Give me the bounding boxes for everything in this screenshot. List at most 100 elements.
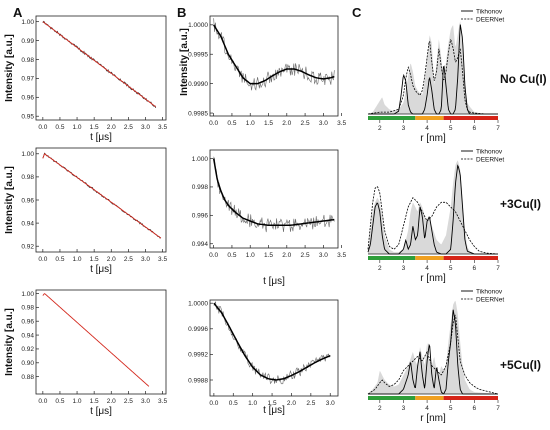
range-bar-green [368, 116, 416, 120]
x-tick-label: 2.0 [107, 256, 116, 263]
y-axis-label: Intensity [a.u.] [179, 28, 190, 96]
fit-line [42, 153, 162, 239]
x-tick-label: 7 [496, 265, 500, 272]
x-tick-label: 0.5 [55, 256, 64, 263]
x-axis-label: t [μs] [90, 264, 112, 275]
plot-frame [209, 15, 339, 117]
x-tick-label: 1.5 [90, 398, 99, 405]
x-tick-label: 3 [402, 265, 406, 272]
x-axis-label: t [μs] [263, 405, 285, 416]
x-tick-label: 2.5 [124, 124, 133, 131]
x-tick-label: 3.5 [158, 398, 167, 405]
x-tick-label: 0.0 [209, 400, 218, 407]
x-tick-label: 3.0 [319, 252, 328, 259]
x-tick-label: 4 [425, 125, 429, 132]
y-tick-label: 0.9988 [188, 377, 208, 384]
legend-deernet-label: DEERNet [476, 16, 504, 23]
range-bar-orange [415, 396, 444, 400]
x-tick-label: 2.0 [107, 124, 116, 131]
deernet-line [367, 186, 499, 255]
y-tick-label: 1.0000 [188, 22, 208, 29]
y-tick-label: 1.0000 [188, 301, 208, 308]
x-tick-label: 3.0 [141, 256, 150, 263]
x-tick-label: 1.5 [264, 252, 273, 259]
y-tick-label: 0.92 [21, 346, 34, 353]
x-tick-label: 3.0 [141, 124, 150, 131]
x-tick-label: 3 [402, 125, 406, 132]
range-bar-orange [415, 116, 444, 120]
legend-tikhonov-label: Tikhonov [476, 8, 503, 15]
y-tick-label: 0.92 [21, 244, 34, 251]
x-tick-label: 4 [425, 265, 429, 272]
x-axis-label: r [nm] [420, 273, 446, 284]
chart-a1: 0.0 0.5 1.0 1.5 2.0 2.5 3.0 3.5 0.95 0.96 0.97 0.98… [4, 15, 167, 143]
x-tick-label: 1.0 [73, 124, 82, 131]
x-tick-label: 1.5 [90, 124, 99, 131]
y-tick-label: 0.98 [21, 57, 34, 64]
x-tick-label: 2.0 [107, 398, 116, 405]
panel-letter-c: C [352, 5, 362, 20]
x-tick-label: 2.0 [282, 252, 291, 259]
y-tick-label: 0.97 [21, 76, 34, 83]
fit-line [42, 293, 150, 387]
panel-letter-b: B [177, 5, 187, 20]
x-tick-label: 1.5 [268, 400, 277, 407]
y-tick-label: 0.994 [192, 241, 209, 248]
x-tick-label: 2.5 [124, 398, 133, 405]
range-bar-red [443, 116, 498, 120]
x-axis-label: r [nm] [420, 133, 446, 144]
y-tick-label: 1.000 [192, 156, 209, 163]
x-tick-label: 2.5 [301, 252, 310, 259]
y-tick-label: 0.88 [21, 374, 34, 381]
x-tick-label: 1.0 [246, 252, 255, 259]
x-tick-label: 3.5 [158, 256, 167, 263]
x-tick-label: 2 [378, 405, 382, 412]
plot-frame [35, 15, 167, 121]
row-label-3cu: +3Cu(I) [500, 197, 542, 211]
chart-b2: 0.0 0.5 1.0 1.5 2.0 2.5 3.0 3.5 0.994 0.996 0.998 1… [192, 149, 347, 287]
row-label-5cu: +5Cu(I) [500, 358, 542, 372]
data-trace [213, 18, 335, 91]
x-tick-label: 5 [449, 405, 453, 412]
x-tick-label: 1.0 [73, 398, 82, 405]
y-tick-label: 0.99 [21, 38, 34, 45]
x-tick-label: 0.5 [55, 124, 64, 131]
x-tick-label: 0.0 [38, 398, 47, 405]
x-tick-label: 0.5 [227, 252, 236, 259]
chart-b1: 0.0 0.5 1.0 1.5 2.0 2.5 3.0 3.5 0.9985 0.9990 0.99… [179, 15, 347, 127]
y-tick-label: 0.9990 [188, 81, 208, 88]
confidence-band [368, 300, 498, 394]
x-tick-label: 2.5 [301, 120, 310, 127]
data-trace [213, 156, 335, 233]
x-tick-label: 1.0 [248, 400, 257, 407]
fit-line [213, 24, 335, 85]
x-axis-label: t [μs] [90, 132, 112, 143]
chart-b3: 0.0 0.5 1.0 1.5 2.0 2.5 3.0 0.9988 0.9992 0.9996 1… [188, 299, 339, 416]
y-tick-label: 0.996 [192, 213, 209, 220]
legend-tikhonov-label: Tikhonov [476, 148, 503, 155]
y-tick-label: 0.96 [21, 197, 34, 204]
y-tick-label: 0.90 [21, 360, 34, 367]
x-tick-label: 2 [378, 125, 382, 132]
y-tick-label: 0.9985 [188, 110, 208, 117]
y-axis-label: Intensity [a.u.] [4, 308, 15, 376]
x-tick-label: 2 [378, 265, 382, 272]
x-tick-label: 2.0 [282, 120, 291, 127]
x-tick-label: 6 [473, 265, 477, 272]
y-tick-label: 0.96 [21, 95, 34, 102]
x-tick-label: 0.5 [55, 398, 64, 405]
x-tick-label: 6 [473, 125, 477, 132]
y-tick-label: 0.9995 [188, 52, 208, 59]
plot-frame [209, 149, 339, 249]
x-tick-label: 3.0 [141, 398, 150, 405]
y-tick-label: 1.00 [21, 291, 34, 298]
x-tick-label: 0.5 [229, 400, 238, 407]
tikhonov-line [368, 309, 498, 395]
x-tick-label: 5 [449, 265, 453, 272]
range-bar-green [368, 256, 416, 260]
x-tick-label: 1.0 [246, 120, 255, 127]
